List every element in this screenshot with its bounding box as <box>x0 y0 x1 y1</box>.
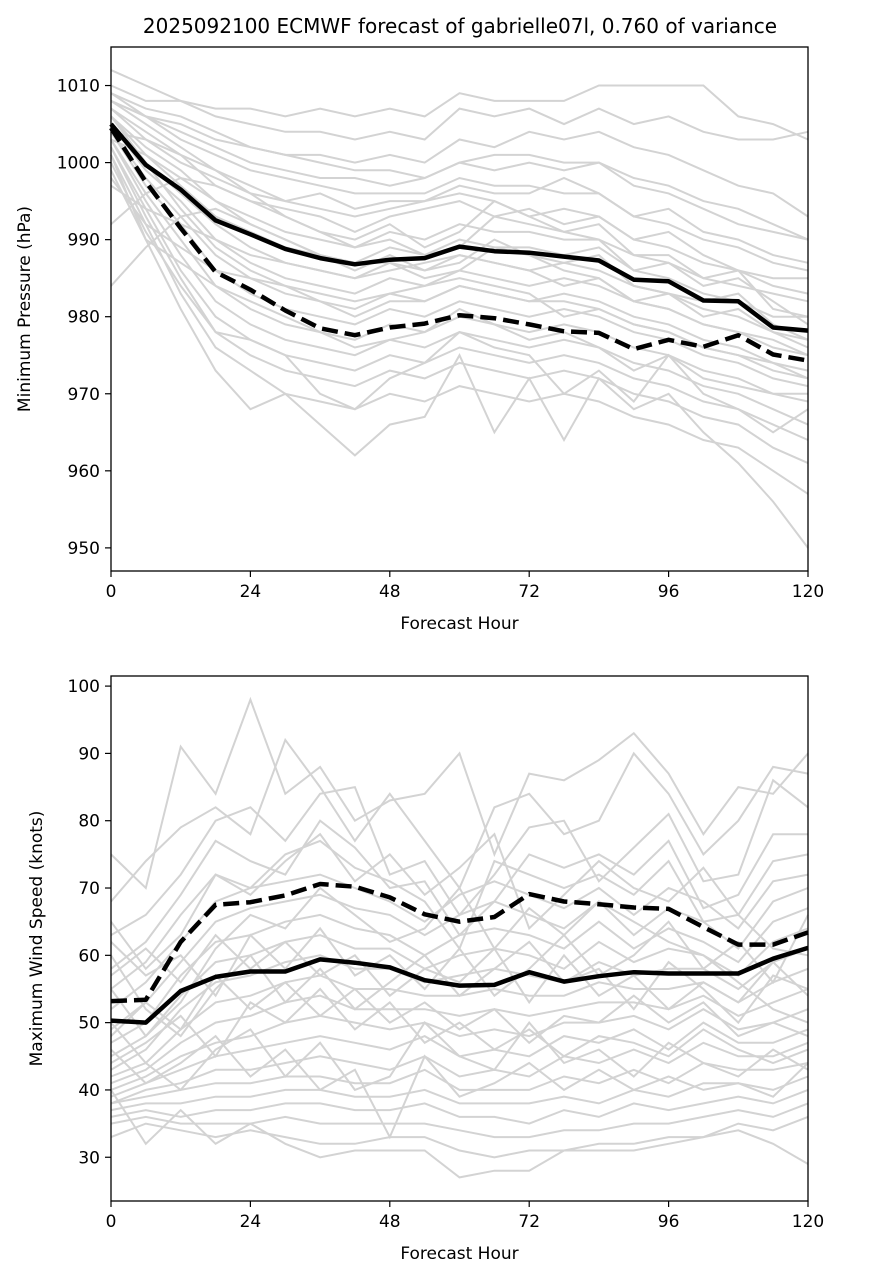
wind-y-tick-label: 80 <box>78 812 100 832</box>
wind-member-line <box>110 973 809 1045</box>
chart-title: 2025092100 ECMWF forecast of gabrielle07… <box>143 14 777 38</box>
pressure-member-line <box>110 169 808 395</box>
pressure-y-tick-label: 960 <box>68 462 100 482</box>
wind-y-tick-label: 60 <box>78 946 100 966</box>
pressure-y-tick-label: 1000 <box>57 154 100 174</box>
pressure-y-tick-label: 1010 <box>57 77 100 97</box>
pressure-member-line <box>110 92 809 218</box>
wind-y-tick-label: 70 <box>78 879 100 899</box>
pressure-member-line <box>110 146 809 441</box>
pressure-member-line <box>110 162 809 434</box>
pressure-y-ticks: 950 960 970 980 990 1000 1010 <box>57 77 111 559</box>
pressure-y-tick-label: 980 <box>68 308 100 328</box>
pressure-y-axis-label: Minimum Pressure (hPa) <box>15 206 35 412</box>
pressure-member-line <box>110 100 809 264</box>
pressure-x-axis-label: Forecast Hour <box>400 614 518 634</box>
wind-y-ticks: 30 40 50 60 70 80 90 100 <box>68 677 111 1168</box>
pressure-x-tick-label: 48 <box>379 582 401 602</box>
pressure-member-line <box>110 115 808 318</box>
wind-weighted-mean-line <box>110 881 809 1004</box>
pressure-panel: 0 24 48 72 96 120 950 960 970 980 990 1000 1010 For… <box>15 46 824 634</box>
wind-member-line <box>110 1041 809 1105</box>
wind-member-line <box>110 907 809 1044</box>
pressure-y-tick-label: 990 <box>68 231 100 251</box>
wind-member-line <box>110 887 809 1031</box>
wind-x-tick-label: 72 <box>518 1212 540 1232</box>
wind-y-tick-label: 40 <box>78 1081 100 1101</box>
pressure-member-lines <box>110 69 809 549</box>
wind-y-tick-label: 90 <box>78 744 100 764</box>
wind-member-line <box>110 987 809 1065</box>
wind-x-tick-label: 120 <box>792 1212 824 1232</box>
wind-member-line <box>110 1088 809 1125</box>
wind-member-lines <box>110 696 809 1179</box>
wind-member-line <box>110 1020 809 1092</box>
pressure-member-line <box>110 138 809 349</box>
wind-ensemble-mean-line <box>110 945 809 1025</box>
wind-x-tick-label: 96 <box>658 1212 680 1232</box>
wind-member-line <box>110 696 809 890</box>
pressure-member-line <box>110 92 809 272</box>
pressure-member-line <box>110 115 809 303</box>
wind-y-tick-label: 50 <box>78 1014 100 1034</box>
wind-member-line <box>110 947 809 1071</box>
pressure-x-ticks: 0 24 48 72 96 120 <box>106 571 824 602</box>
pressure-y-tick-label: 970 <box>68 385 100 405</box>
pressure-x-tick-label: 120 <box>792 582 824 602</box>
wind-member-line <box>110 832 809 971</box>
wind-member-line <box>110 1034 809 1140</box>
pressure-member-line <box>110 107 809 295</box>
pressure-member-line <box>110 154 809 495</box>
wind-x-tick-label: 0 <box>106 1212 117 1232</box>
wind-x-tick-label: 24 <box>240 1212 262 1232</box>
wind-member-line <box>110 940 809 1038</box>
pressure-x-tick-label: 0 <box>106 582 117 602</box>
pressure-x-tick-label: 24 <box>240 582 262 602</box>
wind-mean-lines <box>110 881 809 1025</box>
pressure-member-line <box>110 154 809 549</box>
wind-member-line <box>110 1102 809 1139</box>
wind-y-tick-label: 30 <box>78 1148 100 1168</box>
wind-axes-frame <box>110 675 809 1202</box>
pressure-member-line <box>110 84 809 141</box>
wind-y-tick-label: 100 <box>68 677 100 697</box>
pressure-member-line <box>110 207 809 341</box>
pressure-member-line <box>110 146 809 465</box>
wind-member-line <box>110 1115 809 1159</box>
wind-x-ticks: 0 24 48 72 96 120 <box>106 1201 824 1232</box>
pressure-weighted-mean-line <box>109 126 809 363</box>
wind-member-line <box>110 988 809 1085</box>
pressure-member-line <box>110 130 809 326</box>
pressure-axes-frame <box>110 46 809 572</box>
wind-x-tick-label: 48 <box>379 1212 401 1232</box>
pressure-mean-lines <box>109 122 809 363</box>
pressure-member-line <box>110 69 809 141</box>
wind-member-line <box>110 886 809 1038</box>
pressure-member-line <box>110 184 809 357</box>
pressure-member-line <box>110 99 809 241</box>
wind-member-line <box>110 1089 809 1179</box>
pressure-y-tick-label: 950 <box>68 539 100 559</box>
wind-member-line <box>110 1075 809 1112</box>
pressure-ensemble-mean-line <box>109 122 809 333</box>
wind-member-line <box>110 1008 809 1091</box>
wind-x-axis-label: Forecast Hour <box>400 1244 518 1264</box>
pressure-x-tick-label: 96 <box>658 582 680 602</box>
wind-panel: 0 24 48 72 96 120 30 40 50 60 70 80 90 100 Forecast … <box>27 675 824 1264</box>
wind-member-line <box>110 933 809 1011</box>
pressure-x-tick-label: 72 <box>518 582 540 602</box>
wind-member-line <box>110 873 809 1010</box>
wind-y-axis-label: Maximum Wind Speed (knots) <box>27 811 47 1067</box>
wind-member-line <box>110 1061 809 1105</box>
